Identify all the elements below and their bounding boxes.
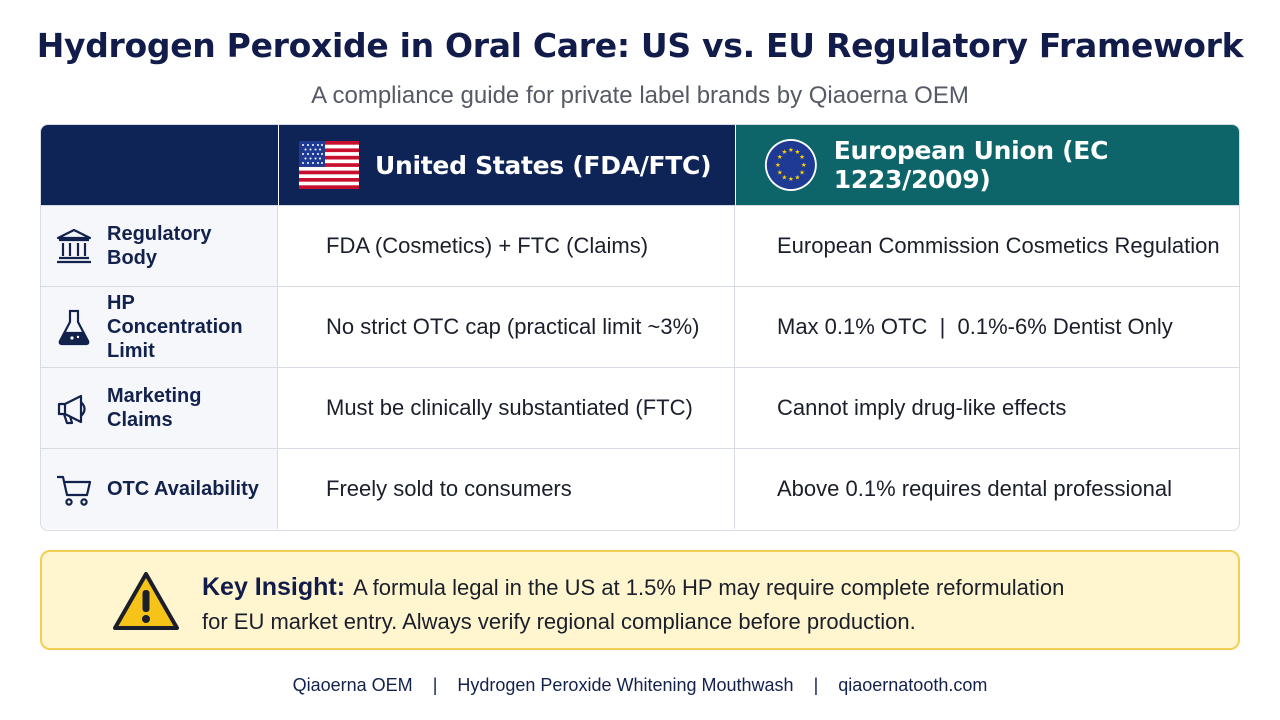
insight-heading: Key Insight: (202, 573, 346, 601)
svg-text:★: ★ (799, 168, 805, 176)
eu-cell: Cannot imply drug-like effects (777, 395, 1067, 420)
footer-site-link[interactable]: qiaoernatooth.com (838, 675, 988, 695)
svg-text:★: ★ (775, 161, 781, 169)
insight-line-1: Key Insight: A formula legal in the US at… (202, 570, 1202, 605)
table-header: United States (FDA/FTC) ★ ★ ★ ★ ★ ★ ★ ★ … (41, 125, 1239, 205)
svg-text:★: ★ (794, 148, 800, 156)
header-eu: ★ ★ ★ ★ ★ ★ ★ ★ ★ ★ ★ ★ European Union (… (735, 125, 1239, 205)
svg-text:★: ★ (781, 148, 787, 156)
footer-separator: | (432, 675, 438, 695)
header-us: United States (FDA/FTC) (278, 125, 735, 205)
eu-cell: European Commission Cosmetics Regulation (777, 233, 1220, 258)
svg-text:★: ★ (794, 173, 800, 181)
row-label-cell: Regulatory Body (41, 206, 278, 286)
row-label-cell: HP Concentration Limit (41, 287, 278, 367)
row-label: Marketing Claims (107, 385, 202, 431)
eu-column-title: European Union (EC 1223/2009) (833, 136, 1109, 194)
insight-text: Key Insight: A formula legal in the US at… (202, 570, 1202, 639)
footer-product: Hydrogen Peroxide Whitening Mouthwash (457, 675, 794, 695)
shopping-cart-icon (57, 475, 92, 506)
page-subtitle: A compliance guide for private label bra… (311, 82, 969, 109)
row-label: HP Concentration Limit (107, 292, 243, 362)
us-cell: FDA (Cosmetics) + FTC (Claims) (278, 206, 735, 286)
table-row: OTC Availability Freely sold to consumer… (41, 448, 1239, 529)
us-flag-icon (299, 141, 359, 189)
table-row: Marketing Claims Must be clinically subs… (41, 367, 1239, 448)
page-title: Hydrogen Peroxide in Oral Care: US vs. E… (36, 26, 1244, 65)
table-row: HP Concentration Limit No strict OTC cap… (41, 286, 1239, 367)
us-cell: No strict OTC cap (practical limit ~3%) (278, 287, 735, 367)
us-cell: Must be clinically substantiated (FTC) (278, 368, 735, 448)
table-row: Regulatory Body FDA (Cosmetics) + FTC (C… (41, 205, 1239, 286)
svg-text:★: ★ (788, 175, 794, 183)
row-label-cell: Marketing Claims (41, 368, 278, 448)
svg-text:★: ★ (801, 161, 807, 169)
key-insight-box: Key Insight: A formula legal in the US at… (40, 550, 1240, 650)
svg-text:★: ★ (799, 153, 805, 161)
eu-cell: Max 0.1% OTC | 0.1%-6% Dentist Only (777, 314, 1173, 339)
warning-icon (113, 572, 179, 630)
row-label: Regulatory Body (107, 223, 212, 269)
svg-text:★: ★ (788, 146, 794, 154)
svg-text:★: ★ (777, 153, 783, 161)
comparison-table: United States (FDA/FTC) ★ ★ ★ ★ ★ ★ ★ ★ … (40, 124, 1240, 531)
us-column-title: United States (FDA/FTC) (375, 150, 712, 180)
us-cell: Freely sold to consumers (278, 449, 735, 529)
footer-brand: Qiaoerna OEM (292, 675, 413, 695)
megaphone-icon (57, 394, 86, 425)
svg-text:★: ★ (781, 173, 787, 181)
footer: Qiaoerna OEM | Hydrogen Peroxide Whitening… (0, 675, 1280, 696)
insight-text-line-2: for EU market entry. Always verify regio… (202, 609, 916, 634)
row-label-cell: OTC Availability (41, 449, 278, 529)
insight-text-line-1: A formula legal in the US at 1.5% HP may… (353, 575, 1065, 600)
flask-icon (58, 309, 90, 346)
header-blank-cell (41, 125, 278, 205)
svg-text:★: ★ (777, 168, 783, 176)
eu-cell: Above 0.1% requires dental professional (777, 476, 1173, 501)
eu-flag-icon: ★ ★ ★ ★ ★ ★ ★ ★ ★ ★ ★ ★ (764, 139, 817, 191)
footer-separator: | (813, 675, 819, 695)
row-label: OTC Availability (107, 478, 259, 500)
government-building-icon (56, 228, 92, 264)
